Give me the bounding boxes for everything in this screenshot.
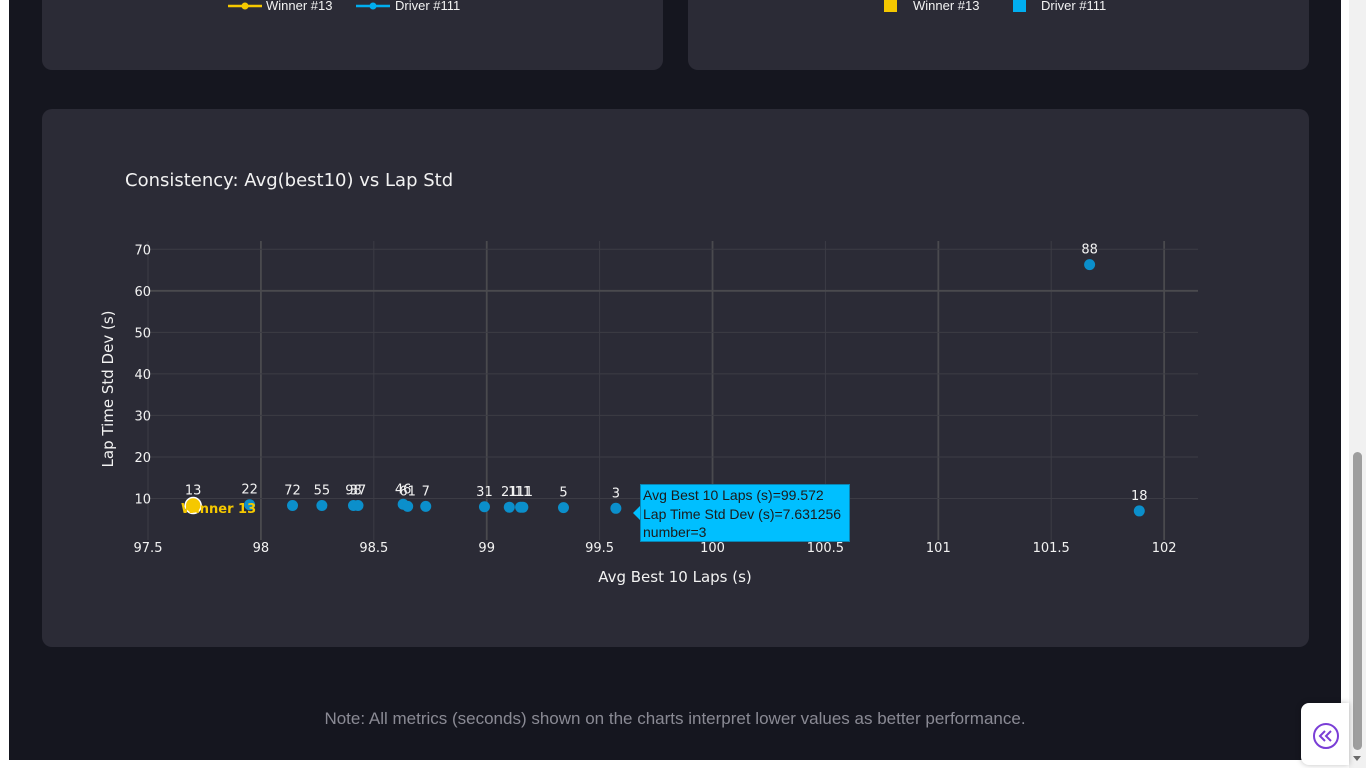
point-label: 22 <box>241 483 258 498</box>
point-label: 37 <box>350 484 367 499</box>
scrollbar-thumb[interactable] <box>1353 452 1362 750</box>
data-point <box>287 500 299 512</box>
legend-winner-label: Winner #13 <box>913 0 980 13</box>
legend-driver-line-icon <box>356 2 390 10</box>
data-point <box>610 502 622 514</box>
data-point <box>420 500 432 512</box>
legend-driver-square-icon <box>1013 0 1026 12</box>
x-tick-label: 98.5 <box>359 541 388 556</box>
consistency-chart-card <box>42 109 1309 647</box>
point-label: 5 <box>559 486 567 501</box>
legend-winner-square-icon <box>884 0 897 12</box>
bar-chart-card: Winner #13 Driver #111 <box>688 0 1309 70</box>
point-label: 46 <box>395 482 412 497</box>
y-tick-label: 10 <box>134 492 151 507</box>
footnote: Note: All metrics (seconds) shown on the… <box>324 709 1026 728</box>
data-point <box>244 499 256 511</box>
legend-driver-label: Driver #111 <box>1041 0 1107 13</box>
data-point <box>517 501 529 513</box>
point-label: 111 <box>508 485 533 500</box>
point-label: 98 <box>345 484 362 499</box>
y-tick-label: 60 <box>134 285 151 300</box>
legend-driver-label: Driver #111 <box>395 0 461 13</box>
y-tick-label: 20 <box>134 451 151 466</box>
tooltip-pointer <box>633 506 640 520</box>
x-tick-label: 100.5 <box>807 541 844 556</box>
y-tick-label: 70 <box>134 243 151 258</box>
scroll-down-arrow-icon[interactable] <box>1353 756 1361 761</box>
y-axis-title: Lap Time Std Dev (s) <box>99 311 117 468</box>
x-axis-title: Avg Best 10 Laps (s) <box>598 568 752 586</box>
point-label: 7 <box>422 484 430 499</box>
data-point <box>402 500 414 512</box>
tooltip-number-line: number=3 <box>643 524 707 540</box>
x-tick-label: 97.5 <box>134 541 163 556</box>
winner-annotation: Winner 13 <box>181 502 256 517</box>
legend-winner-label: Winner #13 <box>266 0 333 13</box>
data-point <box>1084 259 1096 271</box>
chart-title: Consistency: Avg(best10) vs Lap Std <box>125 170 453 191</box>
data-point <box>557 502 569 514</box>
legend-winner-line-icon <box>228 2 262 10</box>
axis-ticks: 97.5 98 98.5 99 99.5 100 100.5 101 101.5 102 10 20 3… <box>134 243 1177 556</box>
point-label: 11 <box>515 485 532 500</box>
winner-point <box>184 496 202 515</box>
data-point <box>503 501 515 513</box>
x-tick-label: 102 <box>1152 541 1177 556</box>
collapse-sidebar-button[interactable] <box>1301 703 1349 765</box>
point-label: 55 <box>314 484 331 499</box>
y-tick-label: 30 <box>134 409 151 424</box>
x-tick-label: 98 <box>253 541 270 556</box>
x-tick-label: 99 <box>478 541 495 556</box>
tooltip-y-line: Lap Time Std Dev (s)=7.631256 <box>643 505 842 522</box>
point-label: 13 <box>185 484 202 499</box>
x-tick-label: 99.5 <box>585 541 614 556</box>
point-label: 18 <box>1131 489 1148 504</box>
point-label: 88 <box>1081 243 1098 258</box>
point-label: 21 <box>501 485 518 500</box>
data-point <box>1133 505 1145 517</box>
point-label: 31 <box>476 485 493 500</box>
point-label: 72 <box>284 484 301 499</box>
point-label: 61 <box>399 484 416 499</box>
data-point <box>478 501 490 513</box>
data-point <box>352 500 364 512</box>
x-tick-label: 101 <box>926 541 951 556</box>
x-tick-label: 100 <box>700 541 725 556</box>
y-tick-label: 40 <box>134 368 151 383</box>
hover-tooltip: Avg Best 10 Laps (s)=99.572 Lap Time Std… <box>640 484 850 542</box>
scatter-points <box>184 259 1145 517</box>
x-tick-label: 101.5 <box>1033 541 1070 556</box>
data-point <box>316 500 328 512</box>
tooltip-x-line: Avg Best 10 Laps (s)=99.572 <box>643 487 824 503</box>
point-label: 3 <box>612 486 620 501</box>
line-chart-card: Winner #13 Driver #111 <box>42 0 663 70</box>
y-tick-label: 50 <box>134 326 151 341</box>
double-chevron-left-icon <box>1313 723 1339 749</box>
